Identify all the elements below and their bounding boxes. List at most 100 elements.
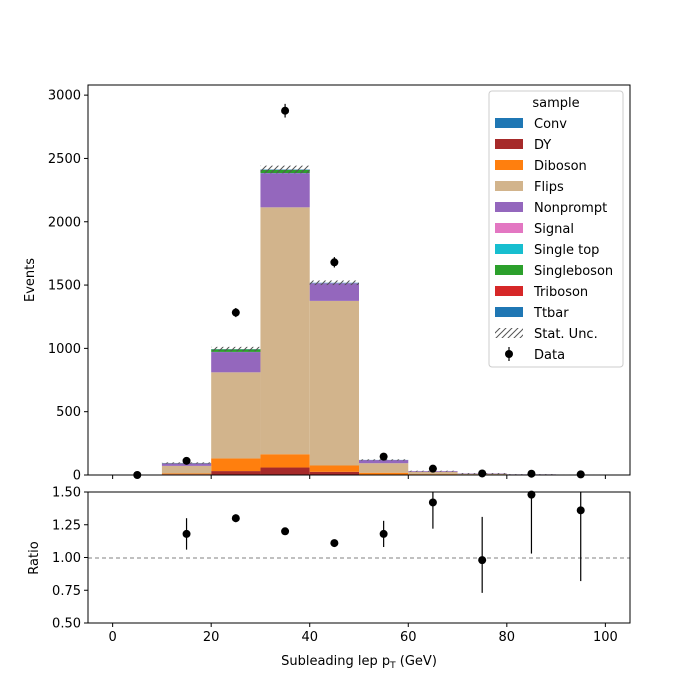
legend-item: Single top [495,243,599,258]
ratio-y-tick-label: 0.75 [52,584,81,599]
legend-label: Singleboson [534,264,613,279]
bar-diboson [309,465,359,472]
ratio-y-ticks: 0.50 0.75 1.00 1.25 1.50 [52,486,88,632]
data-point [428,464,437,473]
ratio-point [330,539,339,548]
x-tick-label: 40 [301,630,318,645]
bar-nonprompt [309,283,359,301]
y-tick-label: 1500 [48,279,81,294]
ratio-y-tick-label: 0.50 [52,617,81,632]
legend-swatch [495,202,523,212]
y-tick-label: 1000 [48,342,81,357]
ratio-y-tick-label: 1.25 [52,518,81,533]
main-x-ticks [112,475,606,479]
ratio-point [231,514,240,523]
x-tick-label: 60 [400,630,417,645]
legend-label: Data [534,348,565,363]
legend-label: Triboson [533,285,588,300]
bar-diboson [408,474,458,475]
bar-nonprompt [260,173,310,208]
bar-flips [408,471,458,475]
ratio-point [527,490,536,499]
bar-diboson [211,458,261,472]
legend: sample Conv DY Diboson Flips Nonprompt Signal… [488,90,624,368]
ratio-point [182,529,191,538]
ratio-point [379,529,388,538]
legend-label: DY [534,138,551,153]
stat-unc-band [260,165,310,174]
main-y-ticks: 0 500 1000 1500 2000 2500 3000 [48,89,88,484]
legend-swatch [495,181,523,191]
legend-label: Single top [534,243,599,258]
legend-label: Stat. Unc. [534,327,598,342]
legend-swatch [495,307,523,317]
ratio-y-tick-label: 1.50 [52,486,81,501]
legend-item: DY [495,138,551,153]
data-points [133,103,585,479]
bar-flips [161,465,212,474]
data-point [231,308,240,317]
y-tick-label: 2500 [48,152,81,167]
legend-item: Data [505,347,565,363]
x-tick-label: 20 [203,630,220,645]
ratio-points [182,490,585,593]
legend-label: Conv [534,117,567,132]
bar-diboson [359,472,409,475]
legend-item: Diboson [495,159,587,174]
legend-item: Triboson [495,285,588,300]
legend-item: Ttbar [495,306,569,321]
main-axes-frame [87,84,631,476]
legend-swatch [495,328,523,338]
bar-flips [309,300,359,466]
legend-item: Stat. Unc. [495,327,598,342]
legend-label: Ttbar [533,306,569,321]
bar-dy [260,467,310,475]
data-point [330,258,339,267]
y-tick-label: 3000 [48,89,81,104]
data-point [281,106,290,115]
legend-swatch [495,265,523,275]
legend-item: Flips [495,180,564,195]
stat-unc-band [211,346,261,352]
x-tick-label: 100 [593,630,618,645]
bar-diboson [260,454,310,468]
legend-item: Conv [495,117,567,132]
x-tick-label: 0 [108,630,116,645]
ratio-point [281,527,290,536]
ratio-x-ticks: 0 20 40 60 80 100 [108,623,618,645]
ratio-y-tick-label: 1.00 [52,551,81,566]
bar-flips [359,463,409,473]
y-tick-label: 2000 [48,215,81,230]
bar-nonprompt [211,352,261,373]
legend-label: Diboson [534,159,587,174]
legend-swatch [495,244,523,254]
data-point [478,469,487,478]
legend-label: Signal [534,222,574,237]
bar-nonprompt [359,460,409,464]
ratio-point [478,556,487,565]
legend-label: Nonprompt [534,201,607,216]
legend-swatch [495,139,523,149]
data-point [182,456,191,465]
legend-item: Signal [495,222,574,237]
ratio-point [428,498,437,507]
ratio-point [576,506,585,515]
x-axis-label: Subleading lep pT (GeV) [281,654,437,671]
stacked-bars [161,169,606,475]
main-y-axis-label: Events [23,258,38,302]
data-point [379,452,388,461]
legend-title: sample [532,96,579,111]
bar-diboson [161,473,212,475]
data-point [527,469,536,478]
legend-item: Singleboson [495,264,613,279]
bar-flips [260,207,310,455]
data-point [576,470,585,479]
legend-item: Nonprompt [495,201,607,216]
y-tick-label: 500 [56,405,81,420]
main-panel: 0 500 1000 1500 2000 2500 3000 Events [23,84,631,484]
legend-swatch [495,118,523,128]
legend-swatch [495,160,523,170]
x-tick-label: 80 [499,630,516,645]
ratio-y-axis-label: Ratio [27,541,42,574]
